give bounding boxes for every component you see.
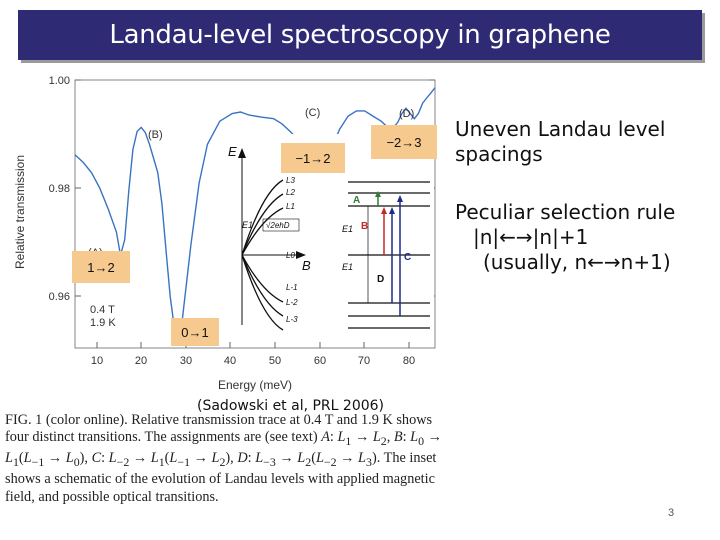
level-lm1: L-1 <box>286 283 298 292</box>
box-0-1 <box>171 318 219 346</box>
x-tick-30: 30 <box>180 355 192 367</box>
box-0-1-label: 0→1 <box>181 325 208 340</box>
transition-label-d: D <box>377 274 384 285</box>
landau-fan <box>241 179 284 331</box>
slide-title: Landau-level spectroscopy in graphene <box>109 20 611 50</box>
bullet-selection-rule: Peculiar selection rule |n|←→|n|+1 (usua… <box>455 200 675 275</box>
x-tick-40: 40 <box>224 355 236 367</box>
transmission-figure: Relative transmission Energy (meV) 1.00 … <box>13 75 437 392</box>
inset-e1-fan: E1 <box>242 220 253 230</box>
inset-e-arrowhead <box>238 148 246 158</box>
inset-sqrt-label: √2ehD <box>266 221 290 230</box>
peak-label-d: (D) <box>399 108 414 120</box>
x-tick-20: 20 <box>135 355 147 367</box>
peak-label-c: (C) <box>305 107 320 119</box>
transmission-curve <box>74 87 436 341</box>
plot-frame <box>74 79 436 349</box>
y-tick-3: 0.96 <box>49 291 70 303</box>
field-label: 0.4 T <box>90 304 115 316</box>
bullet2-line3: (usually, n←→n+1) <box>483 250 671 274</box>
x-ticks: 10 20 30 40 50 60 70 80 <box>91 342 415 367</box>
y-tick-1: 1.00 <box>49 75 70 87</box>
box-minus2-3 <box>371 125 437 159</box>
x-tick-70: 70 <box>358 355 370 367</box>
inset-b-arrowhead <box>296 251 306 259</box>
overlay-boxes: 0→1 1→2 −1→2 −2→3 <box>72 125 437 346</box>
transition-label-b: B <box>361 221 368 232</box>
box-minus2-3-label: −2→3 <box>386 135 421 150</box>
transition-arrows <box>375 191 403 316</box>
y-tick-2: 0.98 <box>49 183 70 195</box>
level-l3: L3 <box>286 176 295 185</box>
x-tick-10: 10 <box>91 355 103 367</box>
inset-e-label: E <box>228 144 237 159</box>
peak-label-b: (B) <box>148 129 163 141</box>
level-l2: L2 <box>286 188 295 197</box>
bullet1-line2: spacings <box>455 142 543 166</box>
level-ladder <box>348 181 430 329</box>
bullet2-line1: Peculiar selection rule <box>455 200 676 224</box>
citation: (Sadowski et al, PRL 2006) <box>197 398 385 414</box>
inset-b-label: B <box>302 258 311 273</box>
transition-label-a: A <box>353 195 360 206</box>
temperature-label: 1.9 K <box>90 317 116 329</box>
bullet1-line1: Uneven Landau level <box>455 117 666 141</box>
box-minus1-2 <box>281 143 345 173</box>
bullet2-line2: |n|←→|n|+1 <box>473 225 589 249</box>
page-number: 3 <box>668 507 675 519</box>
transition-label-c: C <box>404 252 411 263</box>
level-lm3: L-3 <box>286 315 298 324</box>
level-l0: L0 <box>286 251 295 260</box>
figure-caption: FIG. 1 (color online). Relative transmis… <box>5 412 442 505</box>
y-ticks: 1.00 0.98 0.96 <box>49 75 435 303</box>
box-minus1-2-label: −1→2 <box>295 151 330 166</box>
y-axis-label: Relative transmission <box>13 155 27 269</box>
box-1-2-label: 1→2 <box>87 260 114 275</box>
inset-e1-upper: E1 <box>342 224 353 234</box>
x-axis-label: Energy (meV) <box>218 378 292 392</box>
inset-e1-lower: E1 <box>342 262 353 272</box>
inset-sqrt-box <box>262 218 300 232</box>
slide-title-bar: Landau-level spectroscopy in graphene <box>18 10 702 60</box>
x-tick-60: 60 <box>314 355 326 367</box>
x-tick-80: 80 <box>403 355 415 367</box>
x-tick-50: 50 <box>269 355 281 367</box>
bullet-uneven-spacings: Uneven Landau level spacings <box>455 117 665 167</box>
box-1-2 <box>72 251 130 283</box>
level-lm2: L-2 <box>286 298 298 307</box>
level-l1: L1 <box>286 202 295 211</box>
